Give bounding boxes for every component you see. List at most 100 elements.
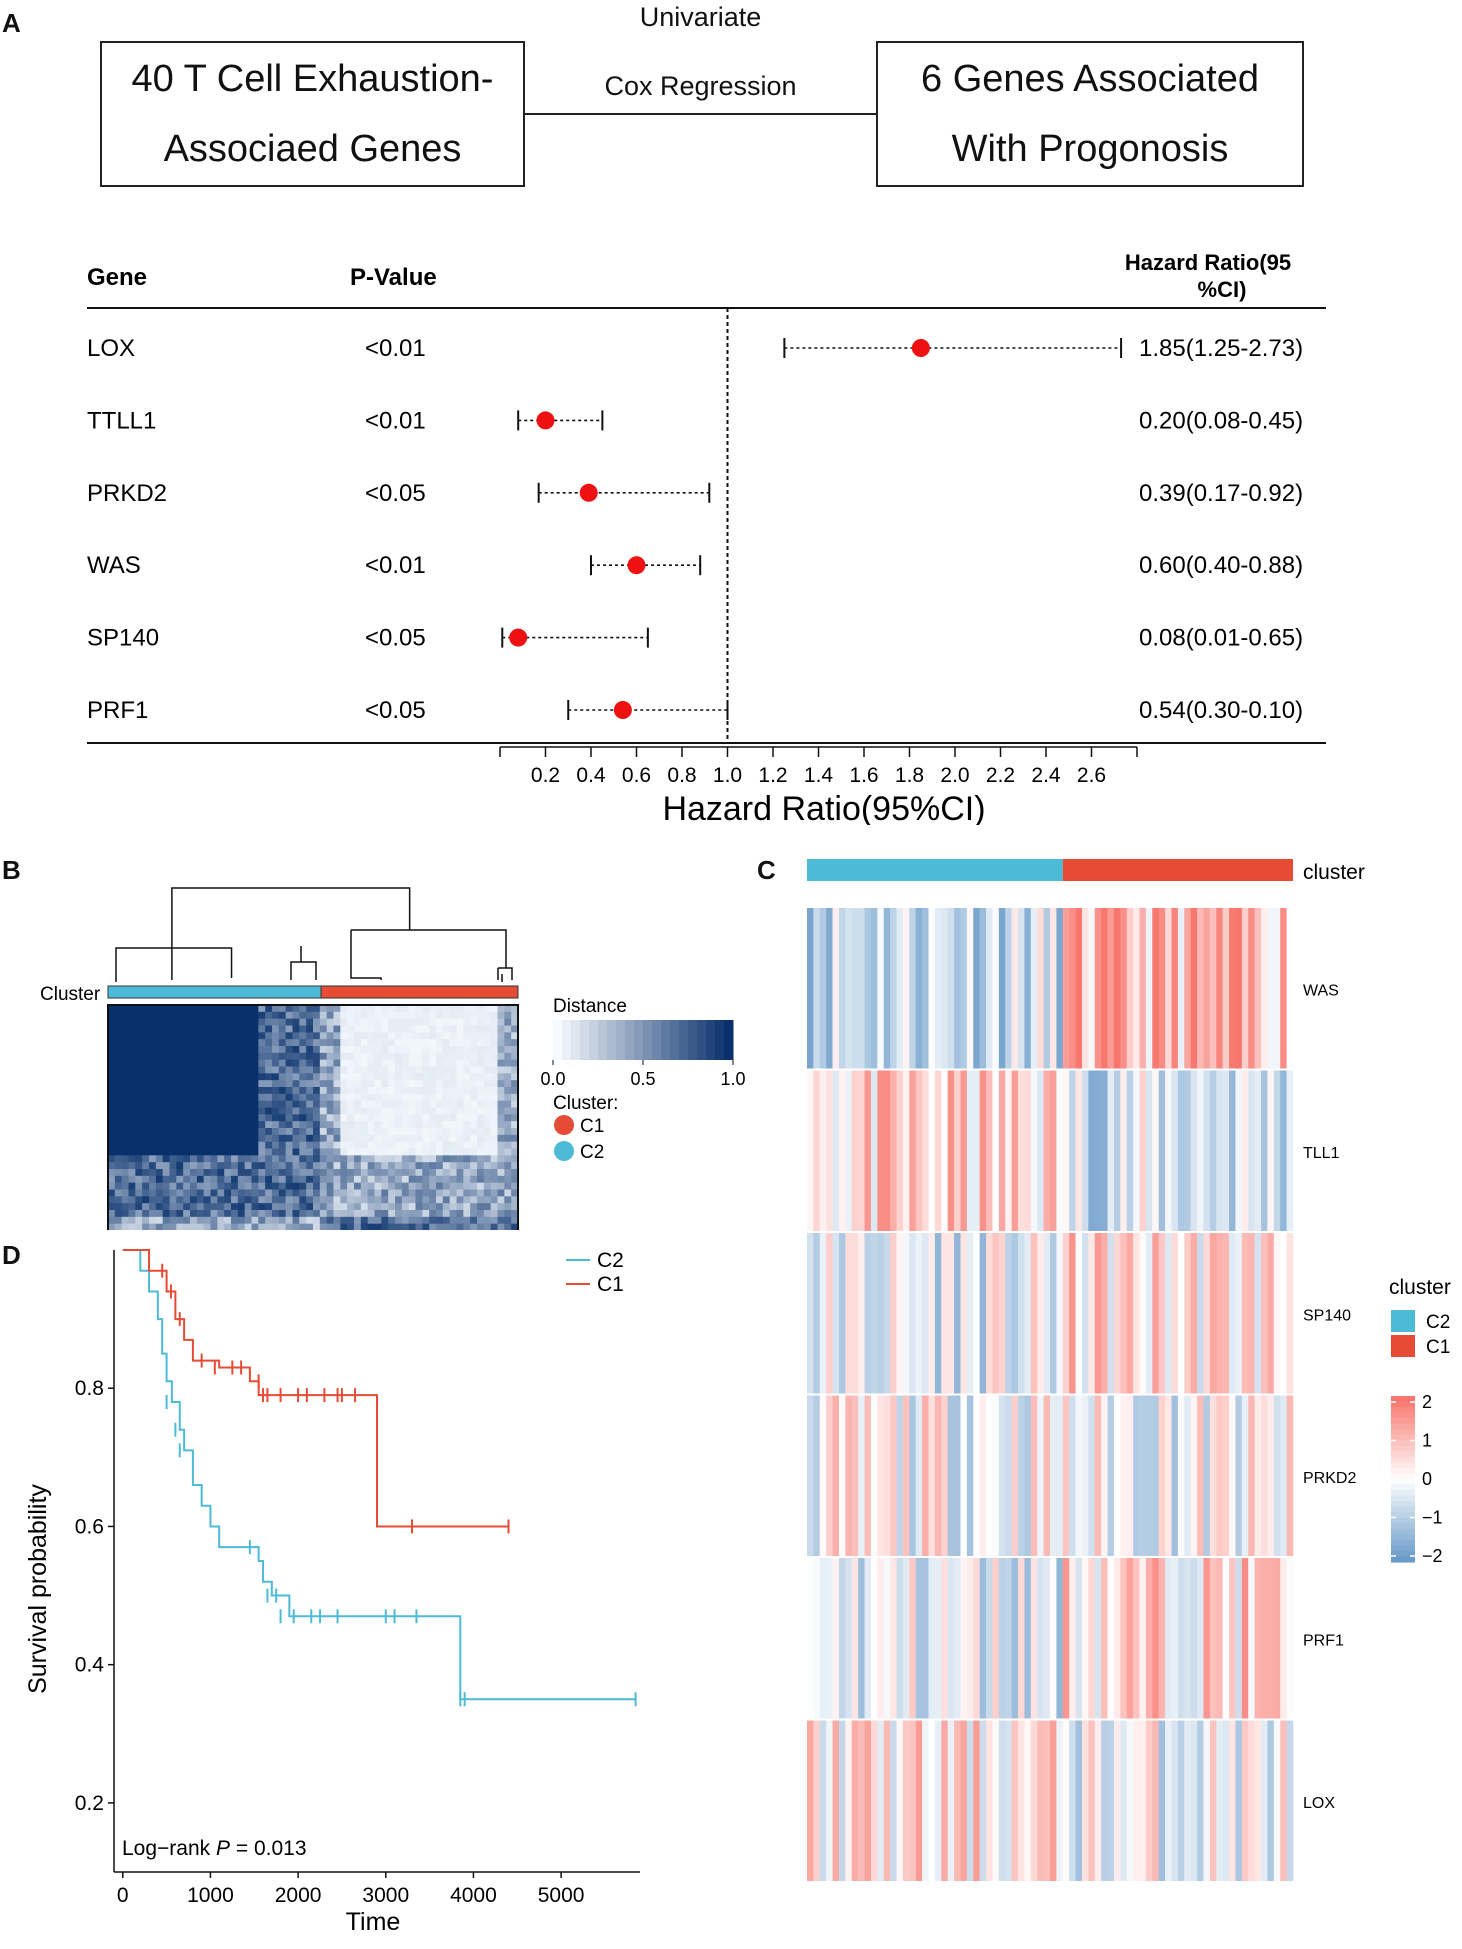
expression-cell xyxy=(1286,1233,1294,1394)
expression-cell xyxy=(954,908,961,1069)
consensus-cell xyxy=(408,1182,416,1190)
expression-cell xyxy=(1286,1070,1294,1231)
expression-cell xyxy=(813,1720,821,1881)
consensus-cell xyxy=(436,1039,444,1047)
expression-cell xyxy=(909,1558,917,1719)
consensus-cell xyxy=(374,1175,382,1184)
consensus-cell xyxy=(265,1107,273,1115)
consensus-cell xyxy=(470,1100,478,1108)
consensus-cell xyxy=(135,1059,143,1067)
scale-legend-swatch xyxy=(1391,1401,1415,1408)
expression-cell xyxy=(1241,1720,1249,1881)
consensus-cell xyxy=(299,1032,307,1040)
consensus-cell xyxy=(367,1046,375,1054)
consensus-cell xyxy=(169,1046,177,1054)
consensus-cell xyxy=(415,1018,423,1026)
consensus-cell xyxy=(224,1080,232,1088)
consensus-cell xyxy=(401,1128,410,1136)
consensus-cell xyxy=(415,1025,423,1033)
scale-legend-swatch xyxy=(1391,1451,1415,1458)
consensus-cell xyxy=(169,1210,177,1218)
consensus-cell xyxy=(237,1073,246,1081)
consensus-cell xyxy=(456,1162,464,1170)
consensus-cell xyxy=(442,1134,451,1143)
expression-cell xyxy=(1094,908,1102,1069)
consensus-cell xyxy=(477,1141,485,1149)
distance-legend-swatch xyxy=(679,1020,689,1060)
consensus-cell xyxy=(190,1175,198,1184)
consensus-cell xyxy=(231,1155,239,1163)
log-rank-prefix: Log−rank xyxy=(122,1837,216,1860)
consensus-cell xyxy=(340,1175,348,1184)
consensus-cell xyxy=(217,1175,225,1184)
consensus-cell xyxy=(497,1046,505,1054)
gene-row-label-tll1: TLL1 xyxy=(1303,1145,1340,1162)
consensus-cell xyxy=(333,1148,341,1156)
consensus-cell xyxy=(149,1011,157,1020)
consensus-cell xyxy=(114,1203,123,1211)
consensus-cell xyxy=(347,1039,355,1047)
expression-cell xyxy=(1113,1070,1121,1231)
consensus-cell xyxy=(442,1128,451,1136)
expression-cell xyxy=(979,1395,987,1556)
consensus-cell xyxy=(395,1114,403,1122)
consensus-cell xyxy=(395,1011,403,1020)
expression-cell xyxy=(1190,1070,1198,1231)
consensus-cell xyxy=(299,1087,307,1095)
consensus-cell xyxy=(217,1141,225,1149)
consensus-cell xyxy=(128,1148,136,1156)
consensus-cell xyxy=(408,1025,416,1033)
consensus-cell xyxy=(490,1210,498,1218)
expression-cell xyxy=(1069,1558,1076,1719)
expression-cell xyxy=(813,1070,821,1231)
expression-cell xyxy=(922,1070,929,1231)
consensus-cell xyxy=(176,1114,184,1122)
consensus-cell xyxy=(265,1121,273,1129)
consensus-cell xyxy=(265,1087,273,1095)
consensus-cell xyxy=(504,1155,512,1163)
consensus-cell xyxy=(388,1182,396,1190)
consensus-cell xyxy=(313,1216,321,1225)
consensus-cell xyxy=(408,1210,416,1218)
scale-legend-swatch xyxy=(1391,1517,1415,1524)
consensus-cell xyxy=(149,1052,157,1061)
consensus-cell xyxy=(231,1039,239,1047)
consensus-cell xyxy=(285,1134,293,1143)
consensus-cell xyxy=(381,1005,389,1013)
consensus-cell xyxy=(470,1046,478,1054)
consensus-cell xyxy=(217,1121,225,1129)
consensus-cell xyxy=(155,1189,164,1197)
expression-cell xyxy=(832,908,840,1069)
consensus-cell xyxy=(347,1128,355,1136)
consensus-cell xyxy=(196,1107,205,1115)
consensus-cell xyxy=(477,1080,485,1088)
consensus-cell xyxy=(292,1155,300,1163)
consensus-cell xyxy=(511,1005,519,1013)
consensus-cell xyxy=(470,1073,478,1081)
consensus-cell xyxy=(292,1210,300,1218)
consensus-cell xyxy=(504,1046,512,1054)
consensus-cell xyxy=(135,1114,143,1122)
consensus-cell xyxy=(285,1216,293,1225)
hr-point-lox xyxy=(911,339,930,357)
consensus-cell xyxy=(251,1196,259,1204)
consensus-cell xyxy=(477,1073,485,1081)
consensus-cell xyxy=(456,1203,464,1211)
expression-cell xyxy=(1056,1395,1064,1556)
scale-legend-swatch xyxy=(1391,1556,1415,1563)
consensus-cell xyxy=(333,1134,341,1143)
expression-cell xyxy=(826,1720,833,1881)
consensus-cell xyxy=(142,1196,150,1204)
consensus-cell xyxy=(415,1121,423,1129)
consensus-cell xyxy=(169,1148,177,1156)
consensus-cell xyxy=(477,1087,485,1095)
consensus-cell xyxy=(251,1189,259,1197)
consensus-cell xyxy=(258,1059,266,1067)
expression-cell xyxy=(1088,1070,1096,1231)
consensus-cell xyxy=(319,1087,328,1095)
expression-cell xyxy=(954,1070,961,1231)
consensus-cell xyxy=(470,1189,478,1197)
consensus-cell xyxy=(203,1121,211,1129)
consensus-cell xyxy=(326,1032,334,1040)
consensus-cell xyxy=(251,1155,259,1163)
